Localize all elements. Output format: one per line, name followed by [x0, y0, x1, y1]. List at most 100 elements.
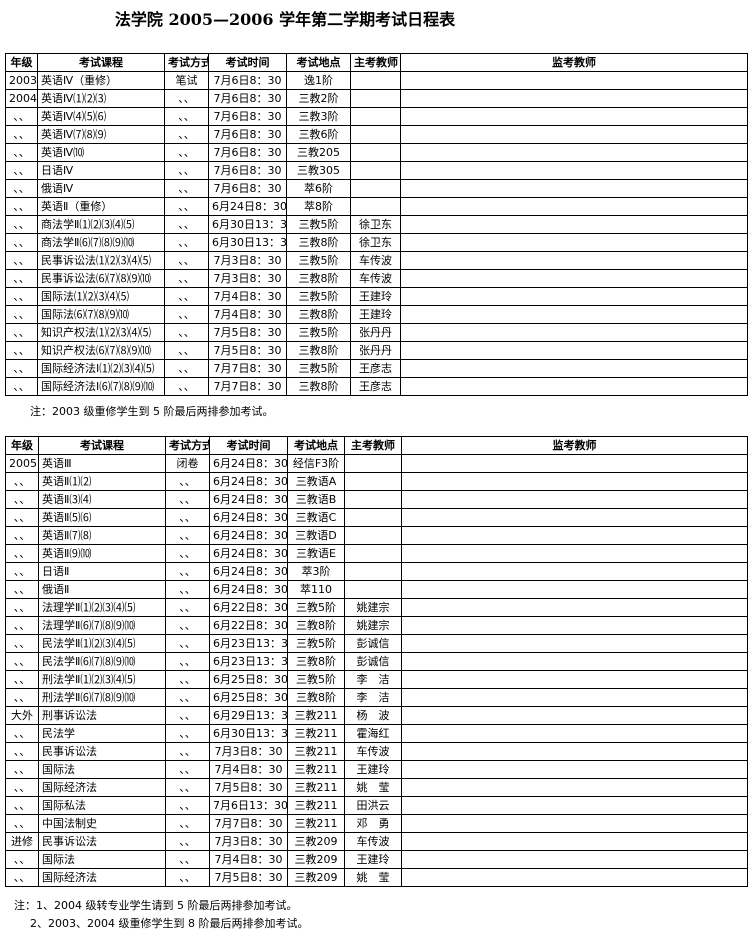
cell-grade: 、、 [5, 652, 39, 671]
cell-exam-time: 7月3日8：30 [208, 269, 287, 288]
cell-exam-method: 、、 [164, 269, 209, 288]
cell-exam-location: 三教8阶 [286, 341, 351, 360]
cell-chief-examiner: 王建玲 [344, 760, 402, 779]
cell-exam-time: 7月3日8：30 [209, 832, 288, 851]
cell-exam-time: 7月4日8：30 [208, 305, 287, 324]
cell-grade: 、、 [5, 526, 39, 545]
cell-exam-time: 7月6日8：30 [208, 89, 287, 108]
cell-chief-examiner [344, 580, 402, 599]
cell-exam-method: 、、 [164, 377, 209, 396]
cell-course: 国际法 [38, 850, 166, 869]
table-row: 、、 法理学Ⅱ⑹⑺⑻⑼⑽、、 6月22日8：30 三教8阶 姚建宗 [5, 616, 748, 635]
cell-invigilator [401, 706, 748, 725]
cell-invigilator [401, 670, 748, 689]
table-row: 、、 英语Ⅱ⑶⑷、、 6月24日8：30 三教语B [5, 490, 748, 509]
cell-exam-location: 三教211 [287, 760, 345, 779]
cell-grade: 、、 [5, 616, 39, 635]
cell-chief-examiner: 杨 波 [344, 706, 402, 725]
table-row: 、、 商法学Ⅱ⑹⑺⑻⑼⑽、、 6月30日13：30 三教8阶 徐卫东 [5, 233, 748, 252]
table-row: 、、 民事诉讼法⑹⑺⑻⑼⑽、、 7月3日8：30 三教8阶 车传波 [5, 269, 748, 288]
cell-chief-examiner: 张丹丹 [350, 323, 401, 342]
cell-chief-examiner: 王彦志 [350, 377, 401, 396]
cell-invigilator [401, 832, 748, 851]
cell-exam-time: 7月5日8：30 [209, 868, 288, 887]
cell-exam-method: 、、 [165, 814, 210, 833]
cell-exam-location: 三教5阶 [286, 251, 351, 270]
table-row: 、、 国际经济法Ⅰ⑹⑺⑻⑼⑽、、 7月7日8：30 三教8阶 王彦志 [5, 377, 748, 396]
cell-exam-method: 、、 [165, 616, 210, 635]
cell-exam-location: 三教5阶 [286, 359, 351, 378]
cell-course: 知识产权法⑴⑵⑶⑷⑸ [37, 323, 165, 342]
cell-chief-examiner [344, 472, 402, 491]
header-grade: 年级 [5, 53, 38, 72]
table-row: 、、 英语Ⅳ⑺⑻⑼、、 7月6日8：30 三教6阶 [5, 125, 748, 144]
cell-invigilator [400, 305, 748, 324]
cell-course: 国际法⑴⑵⑶⑷⑸ [37, 287, 165, 306]
cell-invigilator [401, 544, 748, 563]
cell-exam-location: 三教5阶 [287, 598, 345, 617]
table-row: 进修 民事诉讼法、、 7月3日8：30 三教209 车传波 [5, 832, 748, 851]
cell-exam-time: 7月4日8：30 [208, 287, 287, 306]
table-row: 、、 国际法⑹⑺⑻⑼⑽、、 7月4日8：30 三教8阶 王建玲 [5, 305, 748, 324]
table-row: 、、 俄语Ⅳ、、 7月6日8：30 萃6阶 [5, 179, 748, 198]
exam-table-2: 年级 考试课程 考试方式 考试时间 考试地点 主考教师 监考教师 2005 英语Ⅲ 闭卷 6月24… [5, 436, 748, 887]
cell-chief-examiner: 车传波 [350, 251, 401, 270]
cell-exam-method: 、、 [165, 868, 210, 887]
cell-exam-location: 三教209 [287, 850, 345, 869]
cell-exam-location: 三教语C [287, 508, 345, 527]
table-row: 、、 民法学Ⅱ⑹⑺⑻⑼⑽、、 6月23日13：30 三教8阶 彭诚信 [5, 652, 748, 671]
table-body: 2005 英语Ⅲ 闭卷 6月24日8：30 经信F3阶、、 英语Ⅱ⑴⑵、、 6月24日8：3… [5, 454, 748, 887]
cell-exam-location: 萃110 [287, 580, 345, 599]
cell-exam-method: 、、 [165, 580, 210, 599]
cell-course: 民事诉讼法 [38, 742, 166, 761]
cell-exam-time: 7月6日8：30 [208, 125, 287, 144]
cell-exam-location: 三教8阶 [286, 233, 351, 252]
cell-exam-method: 、、 [165, 634, 210, 653]
header-exam-method: 考试方式 [165, 436, 210, 455]
cell-course: 刑事诉讼法 [38, 706, 166, 725]
cell-course: 知识产权法⑹⑺⑻⑼⑽ [37, 341, 165, 360]
cell-grade: 、、 [5, 341, 38, 360]
cell-grade: 、、 [5, 323, 38, 342]
header-exam-time: 考试时间 [209, 436, 288, 455]
cell-chief-examiner [350, 71, 401, 90]
cell-chief-examiner [344, 508, 402, 527]
cell-grade: 、、 [5, 814, 39, 833]
cell-course: 民法学 [38, 724, 166, 743]
cell-exam-time: 6月22日8：30 [209, 616, 288, 635]
table-row: 、、 民法学Ⅱ⑴⑵⑶⑷⑸、、 6月23日13：30 三教5阶 彭诚信 [5, 634, 748, 653]
cell-course: 民法学Ⅱ⑴⑵⑶⑷⑸ [38, 634, 166, 653]
cell-invigilator [400, 251, 748, 270]
cell-chief-examiner: 姚 莹 [344, 868, 402, 887]
cell-invigilator [401, 472, 748, 491]
cell-chief-examiner: 车传波 [344, 832, 402, 851]
cell-exam-method: 、、 [165, 472, 210, 491]
cell-course: 国际法 [38, 760, 166, 779]
cell-exam-location: 萃6阶 [286, 179, 351, 198]
header-chief-examiner: 主考教师 [344, 436, 402, 455]
cell-invigilator [401, 634, 748, 653]
table1-note: 注：2003 级重修学生到 5 阶最后两排参加考试。 [30, 405, 274, 418]
table-row: 、、 国际经济法、、 7月5日8：30 三教211 姚 莹 [5, 778, 748, 797]
cell-invigilator [401, 616, 748, 635]
cell-chief-examiner [344, 562, 402, 581]
table-row: 、、 英语Ⅳ⑽、、 7月6日8：30 三教205 [5, 143, 748, 162]
cell-invigilator [401, 742, 748, 761]
cell-course: 英语Ⅳ（重修） [37, 71, 165, 90]
cell-course: 英语Ⅱ（重修） [37, 197, 165, 216]
cell-exam-location: 三教211 [287, 742, 345, 761]
cell-exam-time: 7月6日8：30 [208, 107, 287, 126]
cell-invigilator [400, 89, 748, 108]
cell-chief-examiner: 王建玲 [350, 305, 401, 324]
cell-course: 英语Ⅳ⑺⑻⑼ [37, 125, 165, 144]
cell-course: 民事诉讼法⑴⑵⑶⑷⑸ [37, 251, 165, 270]
cell-grade: 进修 [5, 832, 39, 851]
cell-invigilator [401, 652, 748, 671]
cell-invigilator [401, 562, 748, 581]
table-row: 、、 日语Ⅱ、、 6月24日8：30 萃3阶 [5, 562, 748, 581]
cell-exam-time: 6月24日8：30 [209, 472, 288, 491]
table-row: 、、 国际法、、 7月4日8：30 三教211 王建玲 [5, 760, 748, 779]
cell-course: 英语Ⅳ⑽ [37, 143, 165, 162]
cell-chief-examiner: 徐卫东 [350, 215, 401, 234]
cell-invigilator [400, 179, 748, 198]
